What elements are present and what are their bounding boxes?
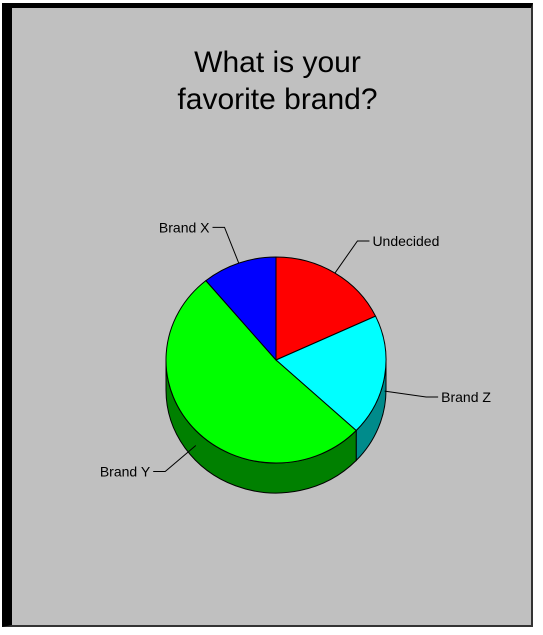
slice-label-undecided: Undecided: [372, 233, 439, 249]
slice-brand-z: [275, 315, 387, 432]
slice-brand-x: [205, 256, 277, 362]
chart-title-line-1: What is your: [194, 46, 361, 79]
leader-line-brand-y: [153, 445, 197, 473]
leader-line-undecided: [334, 240, 370, 274]
slice-label-brand-z: Brand Z: [441, 389, 491, 405]
chart-title: What is your favorite brand?: [12, 44, 531, 118]
leader-line-brand-x: [212, 226, 240, 264]
leader-line-brand-z: [384, 390, 439, 398]
slice-brand-y: [165, 279, 357, 464]
slice-label-brand-x: Brand X: [159, 219, 210, 235]
slice-undecided: [275, 256, 377, 361]
chart-title-line-2: favorite brand?: [177, 83, 378, 116]
slice-label-brand-y: Brand Y: [100, 464, 151, 480]
